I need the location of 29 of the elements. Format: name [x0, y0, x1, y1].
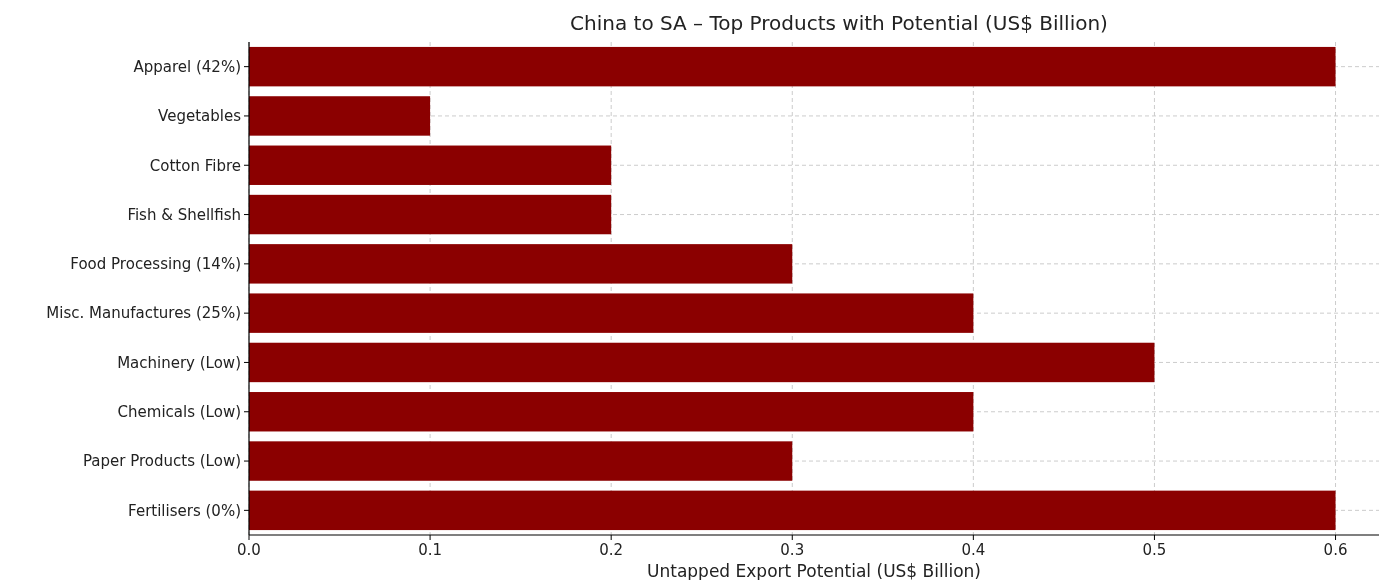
bar — [249, 490, 1336, 531]
x-tick-label: 0.3 — [780, 541, 805, 559]
x-tick-label: 0.6 — [1323, 541, 1348, 559]
bar — [249, 342, 1155, 383]
bar — [249, 392, 974, 432]
y-tick-label: Apparel (42%) — [133, 57, 241, 76]
bar — [249, 194, 612, 235]
x-tick-label: 0.0 — [237, 541, 261, 559]
y-tick-label: Machinery (Low) — [117, 353, 241, 372]
x-tick-label: 0.2 — [599, 541, 624, 559]
y-tick-label: Fertilisers (0%) — [128, 501, 241, 520]
y-tick-label: Food Processing (14%) — [70, 255, 241, 274]
x-tick-label: 0.1 — [418, 541, 443, 559]
x-tick-label: 0.4 — [961, 541, 986, 559]
y-tick-label: Chemicals (Low) — [117, 403, 241, 421]
bar — [249, 244, 793, 284]
y-tick-label: Paper Products (Low) — [82, 452, 241, 471]
y-tick-label: Vegetables — [158, 107, 242, 126]
bar — [249, 441, 793, 481]
bar — [249, 145, 612, 185]
bar — [249, 96, 431, 136]
bar — [249, 293, 974, 333]
y-tick-label: Misc. Manufactures (25%) — [46, 304, 241, 323]
x-tick-label: 0.5 — [1142, 541, 1167, 559]
y-tick-label: Fish & Shellfish — [127, 205, 241, 224]
y-tick-label: Cotton Fibre — [149, 156, 241, 175]
x-axis-title: Untapped Export Potential (US$ Billion) — [647, 561, 981, 580]
chart-title: China to SA – Top Products with Potential (US$ Billion) — [570, 11, 1108, 35]
bar — [249, 46, 1336, 87]
